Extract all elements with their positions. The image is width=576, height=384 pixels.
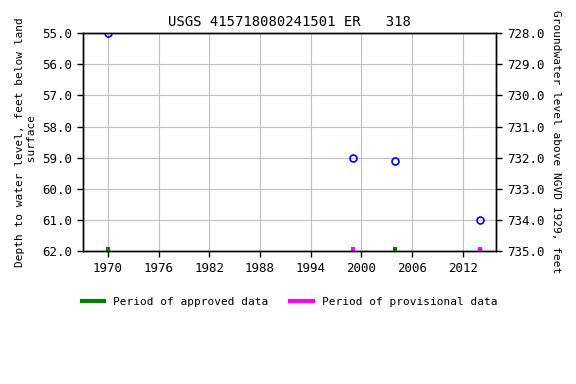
Title: USGS 415718080241501 ER   318: USGS 415718080241501 ER 318 [168,15,411,29]
Legend: Period of approved data, Period of provisional data: Period of approved data, Period of provi… [77,292,502,311]
Y-axis label: Depth to water level, feet below land
 surface: Depth to water level, feet below land su… [15,17,37,267]
Y-axis label: Groundwater level above NGVD 1929, feet: Groundwater level above NGVD 1929, feet [551,10,561,274]
